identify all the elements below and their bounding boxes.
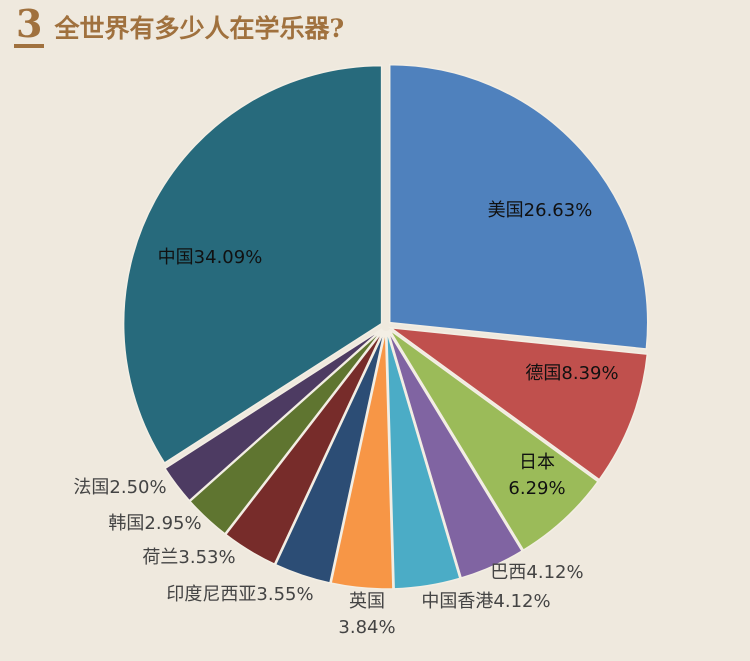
pie-slice-4 [387,330,524,579]
pie-slice-7 [274,330,386,584]
pie-slice-1 [388,63,649,350]
chart-header: 3 全世界有多少人在学乐器? [14,1,345,48]
slice-label-5: 中国香港4.12% [421,591,550,612]
slice-label-11: 中国34.09% [158,247,263,268]
pie-slice-8 [224,329,385,566]
section-number: 3 [14,1,45,48]
chart-title: 全世界有多少人在学乐器? [54,14,345,43]
pie-slice-10 [163,328,383,502]
pie-slice-6 [330,330,394,590]
slice-label-6: 英国 3.84% [338,591,395,638]
slice-label-2: 德国8.39% [525,363,618,384]
slice-label-10: 法国2.50% [73,477,166,498]
slice-label-3: 日本 6.29% [508,452,565,499]
pie-slice-5 [386,330,461,590]
pie-slice-11 [122,64,383,465]
slice-label-9: 韩国2.95% [108,513,201,534]
slice-label-8: 荷兰3.53% [142,547,235,568]
slice-label-4: 巴西4.12% [490,562,583,583]
slice-label-7: 印度尼西亚3.55% [166,584,313,605]
pie-slice-3 [388,329,600,552]
pie-slice-2 [387,326,649,481]
pie-slice-9 [188,329,384,535]
slice-label-1: 美国26.63% [488,200,593,221]
